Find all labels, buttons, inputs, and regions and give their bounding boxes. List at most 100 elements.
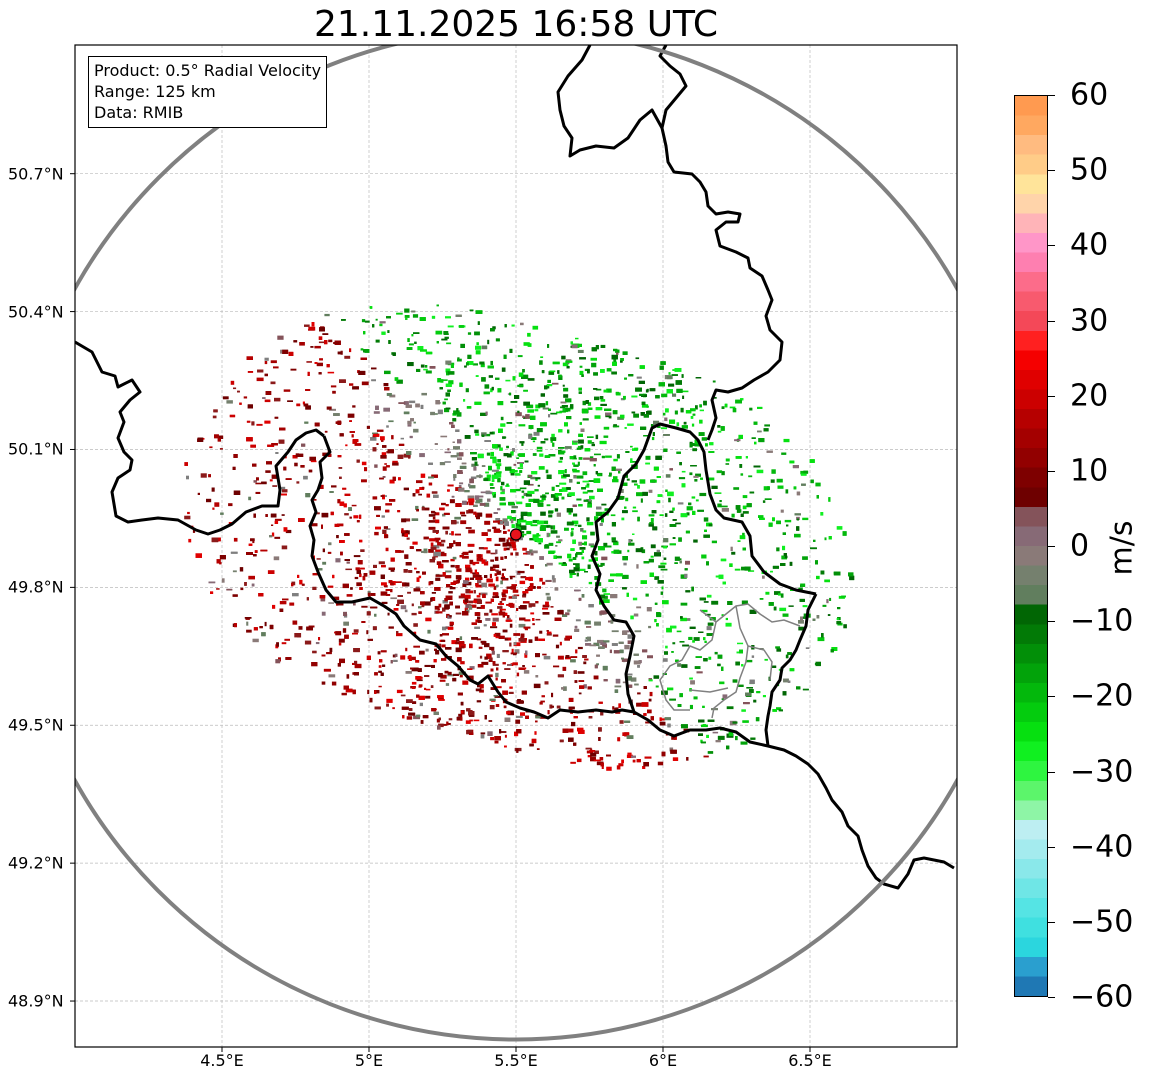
echo-cell <box>785 489 789 494</box>
echo-cell <box>187 511 190 515</box>
echo-cell <box>659 717 662 722</box>
echo-cell <box>530 565 534 569</box>
echo-cell <box>290 368 297 371</box>
echo-cell <box>447 371 455 375</box>
echo-cell <box>396 312 403 315</box>
echo-cell <box>500 491 505 495</box>
echo-cell <box>390 660 393 664</box>
echo-cell <box>547 631 552 634</box>
echo-cell <box>683 421 687 425</box>
echo-cell <box>603 679 608 682</box>
echo-cell <box>520 511 528 516</box>
echo-cell <box>331 681 337 686</box>
echo-cell <box>212 507 215 510</box>
echo-cell <box>599 757 604 761</box>
echo-cell <box>495 569 499 572</box>
echo-cell <box>342 487 347 490</box>
echo-cell <box>337 351 343 355</box>
echo-cell <box>660 361 666 365</box>
echo-cell <box>725 622 732 627</box>
echo-cell <box>539 556 544 560</box>
echo-cell <box>232 594 238 597</box>
echo-cell <box>543 520 549 525</box>
echo-cell <box>319 327 325 332</box>
echo-cell <box>489 657 493 662</box>
echo-cell <box>354 660 358 665</box>
echo-cell <box>414 567 417 570</box>
echo-cell <box>475 310 483 314</box>
echo-cell <box>451 520 457 525</box>
echo-cell <box>545 601 549 606</box>
echo-cell <box>516 501 523 505</box>
echo-cell <box>539 526 546 531</box>
echo-cell <box>352 405 356 408</box>
echo-cell <box>556 411 562 414</box>
echo-cell <box>525 577 532 581</box>
echo-cell <box>642 491 648 496</box>
echo-cell <box>460 520 467 525</box>
echo-cell <box>748 475 753 478</box>
echo-cell <box>431 474 438 478</box>
radar-site-marker[interactable] <box>509 528 523 541</box>
echo-cell <box>485 471 489 474</box>
echo-cell <box>500 580 503 585</box>
echo-cell <box>445 392 450 397</box>
echo-cell <box>647 655 653 659</box>
echo-cell <box>593 388 598 390</box>
echo-cell <box>385 589 390 591</box>
echo-cell <box>447 674 454 677</box>
echo-cell <box>621 517 625 521</box>
echo-cell <box>562 362 569 367</box>
echo-cell <box>527 378 535 381</box>
echo-cell <box>552 578 556 583</box>
echo-cell <box>569 456 574 460</box>
echo-cell <box>577 727 584 732</box>
echo-cell <box>392 476 396 481</box>
echo-cell <box>377 651 381 655</box>
echo-cell <box>707 622 714 626</box>
echo-cell <box>582 418 589 421</box>
echo-cell <box>349 420 352 422</box>
lon-tick-label: 6°E <box>648 1051 678 1070</box>
echo-cell <box>528 425 534 429</box>
echo-cell <box>459 382 463 387</box>
echo-cell <box>471 637 478 640</box>
echo-cell <box>739 464 743 468</box>
echo-cell <box>387 612 390 616</box>
echo-cell <box>382 445 387 448</box>
echo-cell <box>310 460 317 463</box>
echo-cell <box>650 555 654 558</box>
echo-cell <box>606 532 611 536</box>
echo-cell <box>742 505 747 510</box>
echo-cell <box>836 618 840 620</box>
echo-cell <box>419 702 423 707</box>
echo-cell <box>267 444 275 447</box>
echo-cell <box>466 510 469 514</box>
echo-cell <box>565 612 570 616</box>
echo-cell <box>184 462 188 466</box>
echo-cell <box>561 405 568 408</box>
echo-cell <box>727 601 733 605</box>
echo-cell <box>535 720 538 723</box>
echo-cell <box>688 502 692 506</box>
echo-cell <box>252 463 257 467</box>
echo-cell <box>603 640 610 643</box>
echo-cell <box>475 583 479 587</box>
echo-cell <box>539 577 543 582</box>
echo-cell <box>597 639 604 644</box>
echo-cell <box>632 510 638 513</box>
echo-cell <box>374 690 380 694</box>
echo-cell <box>637 485 640 489</box>
echo-cell <box>430 546 437 550</box>
echo-cell <box>502 568 507 571</box>
echo-cell <box>498 635 505 639</box>
echo-cell <box>216 559 221 564</box>
echo-cell <box>580 428 585 432</box>
echo-cell <box>542 581 546 585</box>
echo-cell <box>664 513 668 517</box>
echo-cell <box>730 546 733 551</box>
lon-tick-label: 5°E <box>354 1051 384 1070</box>
echo-cell <box>184 515 191 520</box>
echo-cell <box>387 449 394 454</box>
